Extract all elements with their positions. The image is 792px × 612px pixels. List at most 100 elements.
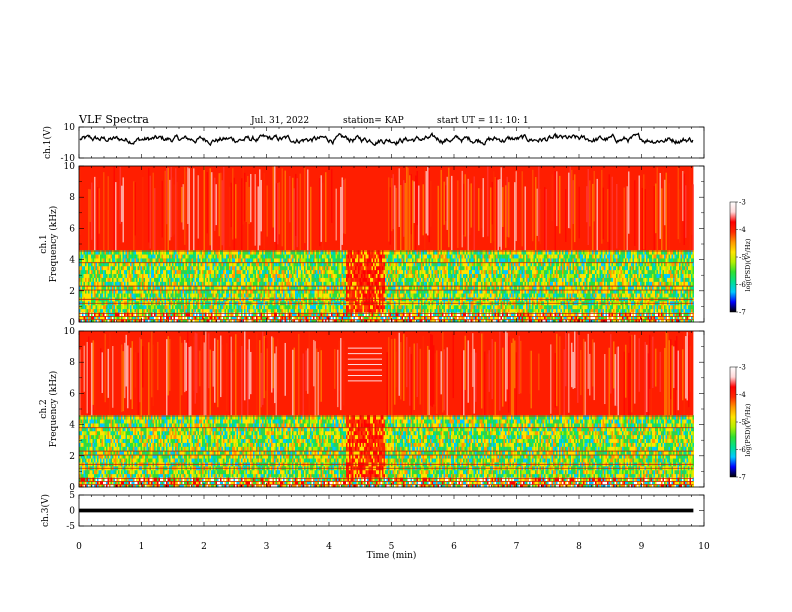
spectral-cell <box>314 258 316 263</box>
spectral-cell <box>265 254 267 259</box>
spectral-cell <box>265 293 267 298</box>
spectral-streak <box>220 172 222 257</box>
spectral-cell <box>136 254 138 259</box>
spectral-cell <box>116 261 118 267</box>
spectral-cell <box>413 273 415 278</box>
spectral-cell <box>383 258 385 263</box>
spectral-cell <box>326 308 328 314</box>
spectral-cell <box>296 285 298 290</box>
spectral-cell <box>148 304 150 310</box>
spectral-cell <box>241 285 243 290</box>
spectral-cell <box>103 269 105 275</box>
spectral-cell <box>379 308 381 314</box>
spectral-cell <box>172 315 174 320</box>
spectral-cell <box>298 304 300 310</box>
spectral-cell <box>89 269 91 275</box>
spectral-cell <box>397 281 399 286</box>
spectral-cell <box>289 312 291 317</box>
spectral-cell <box>232 281 234 286</box>
spectral-cell <box>329 318 331 323</box>
spectral-cell <box>115 315 117 320</box>
spectral-cell <box>91 315 93 320</box>
spectral-cell <box>193 277 195 282</box>
spectral-cell <box>301 258 303 263</box>
spectral-cell <box>301 285 303 290</box>
spectral-cell <box>352 281 354 286</box>
spectral-cell <box>275 289 277 294</box>
spectral-cell <box>274 315 276 320</box>
spectral-cell <box>389 308 391 314</box>
spectral-cell <box>259 250 261 255</box>
spectral-cell <box>286 254 288 259</box>
spectral-cell <box>257 273 259 278</box>
spectral-cell <box>286 318 288 323</box>
spectral-cell <box>208 269 210 275</box>
spectral-cell <box>317 293 319 298</box>
spectral-cell <box>329 269 331 275</box>
spectral-cell <box>212 265 214 271</box>
spectral-streak <box>443 181 445 225</box>
spectral-cell <box>428 293 430 298</box>
spectral-cell <box>248 269 250 275</box>
spectral-cell <box>313 269 315 275</box>
spectral-cell <box>391 281 393 286</box>
spectral-cell <box>128 285 130 290</box>
spectral-cell <box>82 261 84 267</box>
spectral-cell <box>350 315 352 320</box>
spectral-streak <box>284 170 286 255</box>
spectral-streak <box>119 166 121 224</box>
spectral-cell <box>251 318 253 323</box>
spectral-cell <box>163 315 165 320</box>
spectral-cell <box>416 304 418 310</box>
spectral-cell <box>320 269 322 275</box>
spectral-cell <box>356 281 358 286</box>
spectral-cell <box>118 265 120 271</box>
spectral-cell <box>232 293 234 298</box>
spectral-cell <box>268 304 270 310</box>
spectral-cell <box>370 281 372 286</box>
spectral-cell <box>179 258 181 263</box>
spectral-cell <box>107 289 109 294</box>
spectral-cell <box>284 318 286 323</box>
spectral-cell <box>146 293 148 298</box>
spectral-cell <box>205 273 207 278</box>
spectral-cell <box>166 308 168 314</box>
spectral-cell <box>287 250 289 255</box>
spectral-cell <box>230 269 232 275</box>
spectral-cell <box>398 273 400 278</box>
spectral-cell <box>214 269 216 275</box>
spectral-cell <box>296 261 298 267</box>
spectral-cell <box>373 254 375 259</box>
spectral-cell <box>191 312 193 317</box>
spectral-cell <box>88 273 90 278</box>
spectral-cell <box>361 285 363 290</box>
spectral-cell <box>194 304 196 310</box>
spectral-cell <box>319 265 321 271</box>
spectral-cell <box>248 308 250 314</box>
spectral-cell <box>97 285 99 290</box>
spectral-cell <box>356 285 358 290</box>
spectral-cell <box>205 281 207 286</box>
spectral-cell <box>421 281 423 286</box>
spectral-cell <box>140 293 142 298</box>
spectral-cell <box>283 277 285 282</box>
spectral-cell <box>89 315 91 320</box>
spectral-cell <box>172 318 174 323</box>
spectral-streak <box>289 176 291 223</box>
spectral-cell <box>116 265 118 271</box>
spectral-cell <box>337 293 339 298</box>
spectral-cell <box>245 258 247 263</box>
spectral-cell <box>158 289 160 294</box>
spectral-streak <box>154 188 156 265</box>
spectral-cell <box>272 289 274 294</box>
spectral-cell <box>326 277 328 282</box>
spectral-cell <box>434 277 436 282</box>
spectral-cell <box>79 273 81 278</box>
spectral-cell <box>314 254 316 259</box>
spectral-cell <box>208 277 210 282</box>
spectral-cell <box>334 269 336 275</box>
spectral-cell <box>302 281 304 286</box>
spectral-cell <box>236 312 238 317</box>
spectral-cell <box>167 261 169 267</box>
spectral-cell <box>331 265 333 271</box>
